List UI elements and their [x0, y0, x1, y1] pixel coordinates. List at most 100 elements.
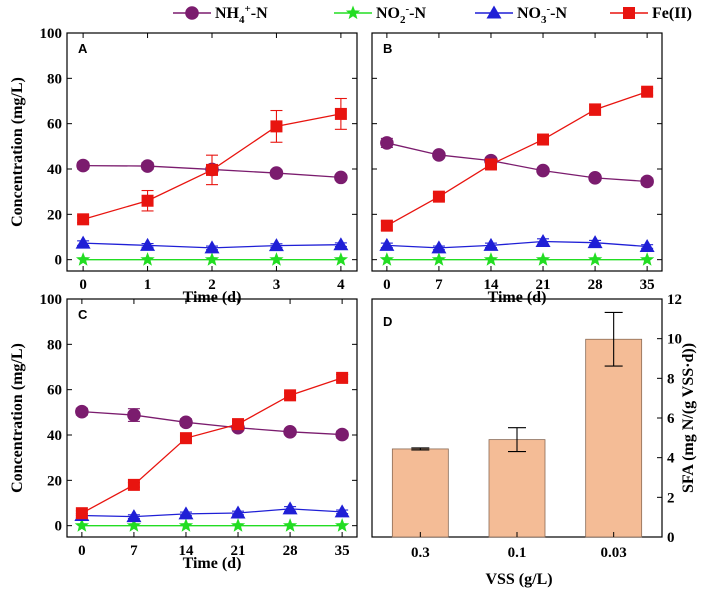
data-point — [204, 240, 220, 254]
series-line — [81, 377, 343, 514]
data-point — [140, 252, 155, 266]
legend-marker-triangle — [486, 5, 502, 19]
data-point — [230, 505, 246, 519]
data-point — [126, 509, 142, 523]
series-nh4n — [75, 404, 349, 442]
legend-item-4: Fe(II) — [610, 5, 692, 22]
series-no2n — [75, 252, 349, 266]
y-tick-label: 60 — [47, 117, 62, 133]
data-point — [640, 174, 654, 189]
series-line — [386, 240, 648, 249]
data-point — [333, 252, 349, 266]
y-tick-label: 20 — [47, 207, 62, 223]
legend-item-2: NO2--N — [334, 3, 427, 26]
panel-letter: D — [383, 314, 392, 329]
y-tick-label: 8 — [667, 371, 675, 387]
x-tick-label: 28 — [588, 277, 603, 293]
series-nh4n — [380, 136, 654, 189]
series-no3n — [74, 501, 350, 523]
y-tick-label: 10 — [667, 332, 682, 348]
data-point — [431, 240, 447, 254]
legend: NH4+-N NO2--N NO3--N Fe(II) — [173, 3, 692, 26]
data-point — [204, 252, 220, 266]
data-point — [178, 518, 194, 532]
data-point — [270, 120, 283, 133]
panel-letter: B — [383, 41, 392, 56]
data-point — [380, 136, 394, 150]
x-tick-label: 35 — [640, 277, 655, 293]
data-point — [483, 237, 499, 251]
data-point — [75, 235, 91, 249]
x-axis-title: Time (d) — [488, 289, 547, 306]
data-point — [178, 506, 194, 520]
bar — [391, 448, 449, 538]
y-tick-label: 0 — [667, 530, 675, 546]
x-axis-title: Time (d) — [183, 289, 242, 306]
x-tick-label: 28 — [283, 543, 298, 559]
data-point — [336, 371, 349, 384]
series-line — [386, 142, 648, 183]
data-point — [334, 107, 347, 120]
panel-c: 0 20 40 60 80 100 0 7 14 21 28 35 Time (d) Concentrat… — [9, 292, 358, 572]
data-point — [587, 252, 603, 266]
y-tick-label: 100 — [40, 26, 63, 42]
x-tick-label: 14 — [178, 543, 194, 559]
data-point — [432, 148, 446, 162]
panel-b: 0 7 14 21 28 35 Time (d) B — [371, 32, 663, 306]
data-point — [76, 158, 90, 173]
data-point — [282, 518, 298, 532]
data-point — [140, 159, 155, 173]
data-point — [483, 252, 499, 266]
x-tick-label: 3 — [273, 277, 281, 293]
data-point — [269, 252, 284, 266]
data-point — [75, 404, 89, 419]
data-point — [232, 418, 245, 431]
x-tick-label: 0 — [79, 277, 87, 293]
x-tick-label: 4 — [337, 277, 345, 293]
y-axis-title: Concentration (mg/L) — [9, 343, 26, 493]
y-tick-label: 40 — [47, 428, 62, 444]
series-line — [81, 508, 343, 518]
series-no2n — [74, 518, 350, 532]
data-point — [535, 234, 551, 248]
data-point — [140, 237, 156, 251]
data-point — [587, 235, 603, 249]
x-tick-label: 0.1 — [508, 545, 527, 561]
legend-item-3: NO3--N — [475, 3, 568, 26]
data-point — [431, 252, 447, 266]
y-tick-label: 0 — [55, 253, 63, 269]
legend-label: Fe(II) — [652, 5, 692, 22]
y-tick-label: 0 — [55, 519, 63, 535]
data-point — [269, 166, 284, 180]
x-tick-label: 7 — [130, 543, 138, 559]
data-point — [379, 237, 395, 251]
y-axis-title: SFA (mg N/(g VSS·d)) — [680, 343, 697, 493]
y-tick-label: 2 — [667, 490, 675, 506]
data-point — [379, 252, 394, 266]
legend-item-1: NH4+-N — [173, 3, 268, 26]
x-tick-label: 0.3 — [411, 545, 430, 561]
series-feii — [75, 371, 349, 520]
plot-frame — [66, 32, 358, 272]
legend-marker-square — [623, 7, 635, 19]
plot-frame — [66, 298, 358, 538]
data-point — [179, 415, 193, 430]
data-point — [206, 163, 218, 176]
data-point — [484, 158, 497, 171]
legend-label: NO2--N — [376, 3, 427, 26]
bar — [585, 338, 643, 538]
panel-letter: A — [78, 41, 88, 56]
data-point — [268, 238, 284, 252]
data-point — [284, 389, 297, 402]
legend-label: NH4+-N — [215, 3, 268, 26]
data-point — [75, 252, 91, 266]
data-point — [588, 171, 602, 185]
x-tick-label: 0.03 — [601, 545, 627, 561]
panel-a: 0 20 40 60 80 100 0 1 2 3 4 Time (d) Concentration (… — [9, 26, 358, 306]
y-tick-label: 4 — [667, 451, 675, 467]
series-line — [386, 91, 648, 227]
series-feii — [77, 97, 347, 226]
series-line — [81, 411, 343, 436]
data-point — [333, 237, 349, 251]
